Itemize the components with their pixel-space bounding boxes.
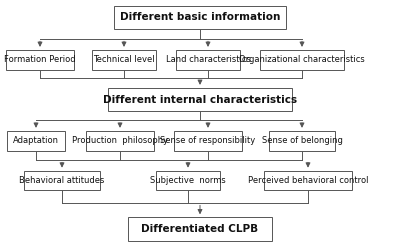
- FancyBboxPatch shape: [92, 50, 156, 70]
- Text: Subjective  norms: Subjective norms: [150, 176, 226, 185]
- FancyBboxPatch shape: [128, 217, 272, 241]
- FancyBboxPatch shape: [24, 171, 100, 190]
- Text: Different internal characteristics: Different internal characteristics: [103, 95, 297, 105]
- Text: Technical level: Technical level: [93, 55, 155, 64]
- Text: Production  philosophy: Production philosophy: [72, 136, 168, 145]
- FancyBboxPatch shape: [174, 131, 242, 151]
- FancyBboxPatch shape: [114, 5, 286, 29]
- FancyBboxPatch shape: [6, 50, 74, 70]
- FancyBboxPatch shape: [264, 171, 352, 190]
- FancyBboxPatch shape: [108, 88, 292, 112]
- Text: Sense of belonging: Sense of belonging: [262, 136, 342, 145]
- Text: Formation Period: Formation Period: [4, 55, 76, 64]
- FancyBboxPatch shape: [260, 50, 344, 70]
- Text: Differentiated CLPB: Differentiated CLPB: [142, 224, 258, 234]
- Text: Adaptation: Adaptation: [13, 136, 59, 145]
- Text: Land characteristics: Land characteristics: [166, 55, 250, 64]
- Text: Sense of responsibility: Sense of responsibility: [160, 136, 256, 145]
- FancyBboxPatch shape: [176, 50, 240, 70]
- FancyBboxPatch shape: [156, 171, 220, 190]
- Text: Perceived behavioral control: Perceived behavioral control: [248, 176, 368, 185]
- FancyBboxPatch shape: [86, 131, 154, 151]
- Text: Behavioral attitudes: Behavioral attitudes: [19, 176, 105, 185]
- FancyBboxPatch shape: [269, 131, 335, 151]
- FancyBboxPatch shape: [7, 131, 65, 151]
- Text: Different basic information: Different basic information: [120, 12, 280, 22]
- Text: Organizational characteristics: Organizational characteristics: [239, 55, 365, 64]
